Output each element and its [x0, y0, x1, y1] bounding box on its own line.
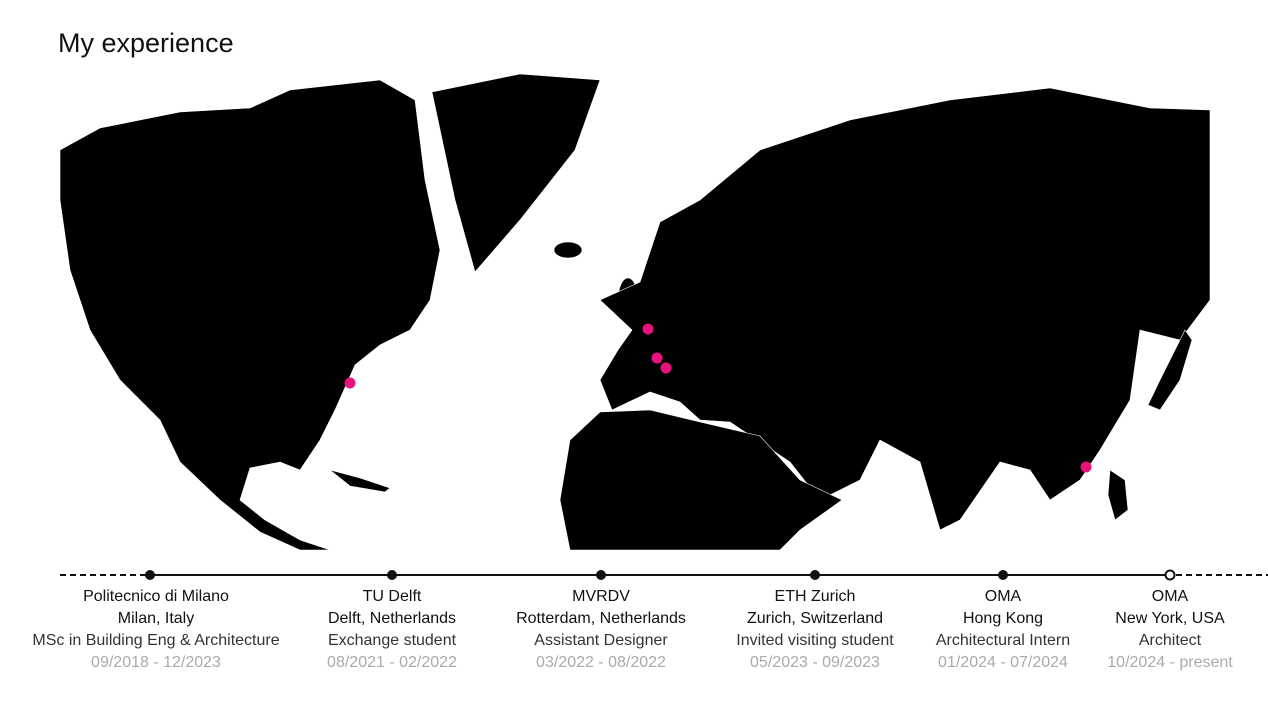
timeline-dot	[387, 570, 397, 580]
timeline-entry: MVRDV Rotterdam, Netherlands Assistant D…	[451, 586, 751, 674]
entry-place: Milan, Italy	[117, 610, 195, 627]
japan	[1147, 329, 1193, 411]
entry-dates: 09/2018 - 12/2023	[91, 654, 221, 671]
entry-place: Rotterdam, Netherlands	[516, 610, 686, 627]
timeline-entry: Politecnico di Milano Milan, Italy MSc i…	[6, 586, 306, 674]
timeline-axis	[60, 569, 1268, 581]
eurasia	[599, 87, 1211, 531]
timeline-dot	[998, 570, 1008, 580]
marker-milan[interactable]	[660, 362, 672, 374]
entry-dates: 08/2021 - 02/2022	[327, 654, 457, 671]
timeline-entry: ETH Zurich Zurich, Switzerland Invited v…	[665, 586, 965, 674]
timeline-dot	[145, 570, 155, 580]
iceland	[553, 241, 583, 259]
timeline-entry: OMA Hong Kong Architectural Intern 01/20…	[853, 586, 1153, 674]
entry-place: Delft, Netherlands	[327, 610, 457, 627]
timeline-dot	[596, 570, 606, 580]
entry-role: Architectural Intern	[935, 632, 1071, 649]
africa	[559, 409, 843, 551]
caribbean	[329, 469, 391, 493]
marker-delft[interactable]	[642, 323, 654, 335]
entry-org: MVRDV	[572, 588, 630, 605]
page-title: My experience	[58, 28, 234, 58]
philippines	[1107, 469, 1129, 521]
entry-role: Invited visiting student	[736, 632, 894, 649]
world-map	[59, 73, 1211, 551]
entry-org: OMA	[1151, 588, 1189, 605]
entry-dates: 05/2023 - 09/2023	[750, 654, 880, 671]
entry-dates: 03/2022 - 08/2022	[536, 654, 666, 671]
marker-hong-kong[interactable]	[1080, 461, 1092, 473]
entry-dates: 10/2024 - present	[1107, 654, 1233, 671]
timeline-entry: OMA New York, USA Architect 10/2024 - pr…	[1020, 586, 1268, 674]
entry-place: Hong Kong	[962, 610, 1044, 627]
entry-role: Architect	[1138, 632, 1202, 649]
entry-role: Exchange student	[327, 632, 457, 649]
entry-org: Politecnico di Milano	[83, 588, 229, 605]
entry-role: MSc in Building Eng & Architecture	[32, 632, 280, 649]
entry-dates: 01/2024 - 07/2024	[938, 654, 1068, 671]
marker-new-york[interactable]	[344, 377, 356, 389]
timeline-dot	[810, 570, 820, 580]
timeline-entry: TU Delft Delft, Netherlands Exchange stu…	[242, 586, 542, 674]
marker-zurich[interactable]	[651, 352, 663, 364]
entry-place: New York, USA	[1115, 610, 1225, 627]
north-america	[59, 79, 441, 551]
entry-org: ETH Zurich	[774, 588, 856, 605]
entry-place: Zurich, Switzerland	[746, 610, 884, 627]
timeline-dot-current	[1164, 569, 1176, 581]
entry-org: TU Delft	[362, 588, 422, 605]
entry-org: OMA	[984, 588, 1022, 605]
entry-role: Assistant Designer	[534, 632, 668, 649]
greenland	[431, 73, 601, 273]
